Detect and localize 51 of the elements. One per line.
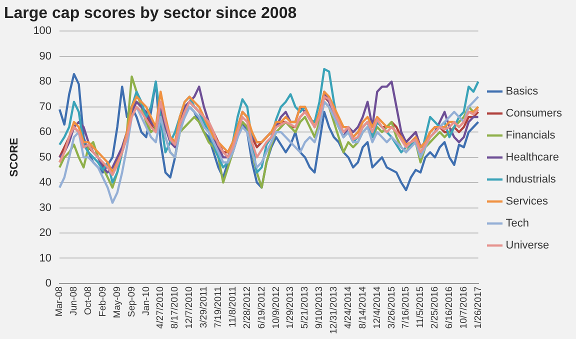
legend-label: Consumers [506,108,562,120]
x-tick-label: 4/27/2010 [155,286,166,329]
x-tick-label: 8/14/2014 [357,286,368,329]
x-tick-label: 2/28/2012 [242,286,253,329]
y-tick-label: 70 [39,100,52,113]
x-tick-label: 7/16/2015 [400,286,412,329]
y-tick-label: 100 [33,25,52,38]
legend-label: Services [506,196,548,208]
x-tick-label: 7/19/2011 [213,286,224,328]
legend-label: Tech [506,218,530,230]
y-tick-label: 90 [39,50,52,62]
x-tick-label: 2/25/2016 [430,286,441,329]
y-tick-label: 30 [39,202,52,214]
y-tick-label: 40 [39,176,52,189]
y-axis-title: SCORE [8,138,21,177]
legend-label: Universe [506,240,550,252]
x-tick-label: 11/8/2011 [227,286,238,328]
chart-title: Large cap scores by sector since 2008 [4,5,297,22]
x-tick-label: 1/29/2013 [285,286,296,329]
legend-label: Basics [506,86,539,98]
y-tick-label: 10 [39,252,52,264]
x-tick-label: 10/9/2012 [270,286,282,329]
x-tick-label: 9/10/2013 [314,286,326,329]
x-tick-label: 5/21/2013 [300,286,311,329]
x-tick-label: 3/26/2015 [386,286,398,329]
x-tick-label: 4/24/2014 [342,286,354,329]
y-tick-label: 50 [39,151,52,164]
x-tick-label: Oct-08 [83,286,94,315]
x-tick-label: Feb-09 [97,286,108,317]
x-tick-label: 3/29/2011 [198,286,210,328]
x-tick-label: 12/31/2013 [328,286,340,334]
x-tick-label: Jan-10 [140,286,152,316]
legend-label: Industrials [506,174,556,186]
y-tick-label: 20 [39,227,52,240]
x-tick-label: Mar-08 [54,286,66,317]
x-tick-label: 6/16/2016 [444,286,456,329]
x-tick-label: 1/26/2017 [472,286,484,329]
x-tick-label: 11/5/2015 [415,286,426,328]
y-tick-label: 80 [39,76,52,88]
x-tick-label: May-09 [112,286,123,318]
x-tick-label: Jun-08 [68,286,80,316]
y-tick-label: 60 [39,126,52,138]
legend-label: Financials [506,130,556,142]
legend-label: Healthcare [506,152,559,164]
x-tick-label: Sep-09 [126,286,138,318]
x-tick-label: 6/19/2012 [256,286,268,329]
x-tick-label: 8/17/2010 [170,286,181,329]
x-tick-label: 12/4/2014 [372,286,383,329]
x-tick-label: 10/7/2016 [458,286,470,329]
y-tick-label: 0 [45,277,52,290]
x-tick-label: 12/7/2010 [184,286,196,329]
